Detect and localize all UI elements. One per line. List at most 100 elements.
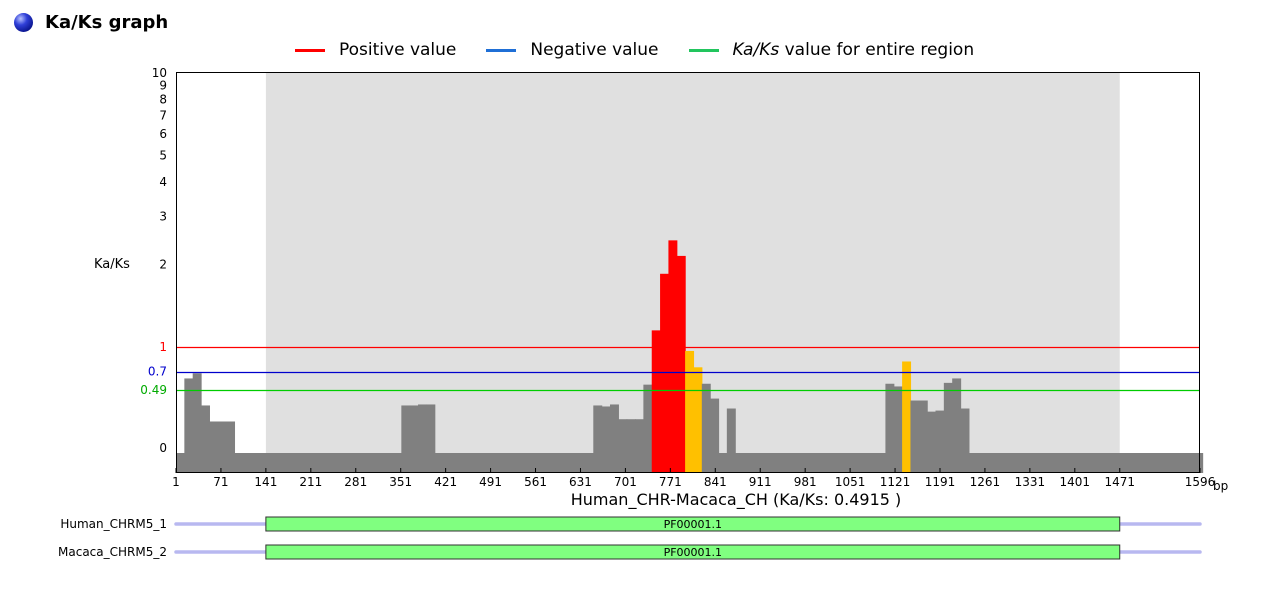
bar-28 bbox=[409, 405, 419, 473]
y-axis-label: Ka/Ks bbox=[94, 257, 130, 272]
track-domain-label-0: PF00001.1 bbox=[664, 518, 722, 531]
bar-107 bbox=[1069, 453, 1078, 473]
bar-40 bbox=[509, 453, 519, 473]
bar-90 bbox=[927, 411, 937, 473]
bar-86 bbox=[893, 386, 903, 473]
x-tick-label-21: 1471 bbox=[1104, 475, 1135, 489]
legend-label-entire-region-rest: value for entire region bbox=[779, 40, 975, 60]
bar-89 bbox=[918, 400, 928, 473]
bar-34 bbox=[459, 453, 469, 473]
bar-110 bbox=[1094, 453, 1104, 473]
bar-114 bbox=[1127, 453, 1137, 473]
bar-43 bbox=[534, 453, 544, 473]
bar-16 bbox=[309, 453, 319, 473]
x-tick-label-22: 1596 bbox=[1185, 475, 1216, 489]
bar-22 bbox=[359, 453, 369, 473]
bar-87 bbox=[902, 361, 912, 473]
bar-70 bbox=[760, 453, 770, 473]
bar-74 bbox=[793, 453, 803, 473]
bar-58 bbox=[660, 273, 670, 473]
y-tick-label-9: 1 bbox=[159, 340, 167, 354]
track-label-1: Macaca_CHRM5_2 bbox=[58, 545, 167, 559]
bar-61 bbox=[685, 350, 695, 473]
bar-88 bbox=[910, 400, 920, 473]
bar-60 bbox=[676, 255, 686, 473]
bar-53 bbox=[618, 419, 628, 473]
bar-65 bbox=[718, 453, 728, 473]
bar-106 bbox=[1060, 453, 1070, 473]
legend-item-positive: Positive value bbox=[295, 40, 456, 60]
y-tick-label-5: 5 bbox=[159, 148, 167, 162]
bar-109 bbox=[1085, 453, 1095, 473]
bar-41 bbox=[518, 453, 528, 473]
bar-81 bbox=[852, 453, 861, 473]
y-tick-label-6: 4 bbox=[159, 175, 167, 189]
bar-10 bbox=[259, 453, 269, 473]
y-tick-label-12: 0 bbox=[159, 441, 167, 455]
bar-52 bbox=[610, 404, 619, 473]
y-tick-label-0: 10 bbox=[152, 66, 167, 80]
legend-red-line-icon bbox=[295, 48, 325, 52]
bar-98 bbox=[993, 453, 1003, 473]
bar-79 bbox=[835, 453, 845, 473]
bar-103 bbox=[1035, 453, 1045, 473]
x-tick-label-16: 1121 bbox=[880, 475, 911, 489]
x-tick-label-10: 701 bbox=[614, 475, 637, 489]
legend-label-positive: Positive value bbox=[339, 40, 457, 60]
bar-115 bbox=[1135, 453, 1145, 473]
legend-label-entire-region: Ka/Ks value for entire region bbox=[733, 40, 975, 60]
page-title: Ka/Ks graph bbox=[45, 11, 169, 33]
bar-76 bbox=[810, 453, 820, 473]
chart-legend: Positive value Negative value Ka/Ks valu… bbox=[295, 38, 1004, 62]
x-tick-label-18: 1261 bbox=[970, 475, 1001, 489]
bar-20 bbox=[342, 453, 352, 473]
bar-108 bbox=[1077, 453, 1087, 473]
bar-92 bbox=[943, 382, 953, 473]
bar-33 bbox=[451, 453, 461, 473]
legend-green-line-icon bbox=[688, 48, 719, 52]
track-label-0: Human_CHRM5_1 bbox=[60, 517, 167, 531]
bar-54 bbox=[626, 419, 636, 473]
bar-83 bbox=[868, 453, 878, 473]
x-tick-label-0: 1 bbox=[172, 475, 180, 489]
x-axis-unit: bp bbox=[1213, 479, 1228, 493]
y-tick-label-8: 2 bbox=[159, 258, 167, 272]
bar-62 bbox=[693, 367, 703, 473]
bar-27 bbox=[401, 405, 411, 473]
x-tick-label-1: 71 bbox=[213, 475, 228, 489]
bar-112 bbox=[1110, 453, 1120, 473]
x-tick-label-14: 981 bbox=[794, 475, 817, 489]
bar-96 bbox=[977, 453, 987, 473]
track-domain-0[interactable] bbox=[265, 516, 1121, 532]
bar-12 bbox=[276, 453, 286, 473]
bar-37 bbox=[484, 453, 494, 473]
x-tick-label-6: 421 bbox=[434, 475, 457, 489]
x-tick-label-13: 911 bbox=[749, 475, 772, 489]
y-tick-label-4: 6 bbox=[159, 127, 167, 141]
track-domain-1[interactable] bbox=[265, 544, 1121, 560]
bar-38 bbox=[493, 453, 503, 473]
bar-35 bbox=[468, 453, 478, 473]
bar-102 bbox=[1027, 453, 1037, 473]
bar-18 bbox=[326, 453, 336, 473]
x-tick-label-2: 141 bbox=[254, 475, 277, 489]
bar-78 bbox=[826, 453, 836, 473]
x-tick-label-7: 491 bbox=[479, 475, 502, 489]
bar-19 bbox=[334, 453, 344, 473]
x-tick-label-19: 1331 bbox=[1015, 475, 1046, 489]
x-tick-label-17: 1191 bbox=[925, 475, 956, 489]
x-tick-label-4: 281 bbox=[344, 475, 367, 489]
bar-95 bbox=[968, 453, 978, 473]
x-tick-label-11: 771 bbox=[659, 475, 682, 489]
x-tick-label-3: 211 bbox=[299, 475, 322, 489]
bar-85 bbox=[885, 383, 895, 473]
bar-42 bbox=[526, 453, 536, 473]
bar-100 bbox=[1010, 453, 1020, 473]
bar-119 bbox=[1169, 453, 1179, 473]
bar-59 bbox=[668, 240, 678, 473]
bar-36 bbox=[476, 453, 486, 473]
x-tick-label-12: 841 bbox=[704, 475, 727, 489]
bar-56 bbox=[643, 384, 653, 473]
